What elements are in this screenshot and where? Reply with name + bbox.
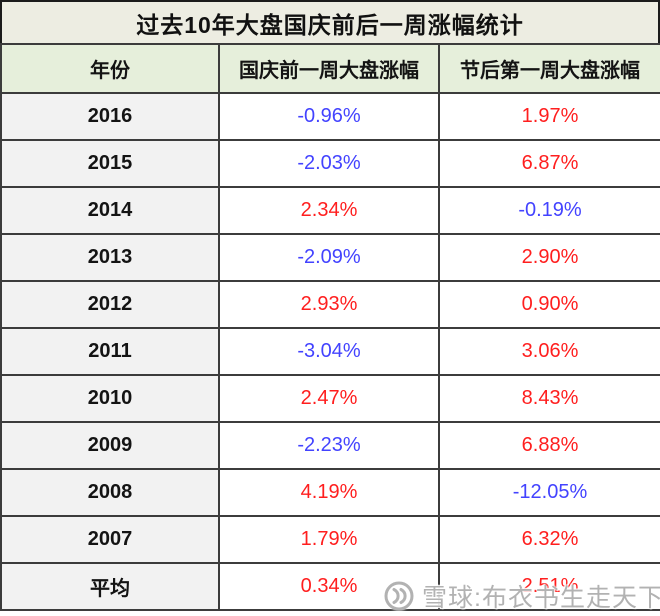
year-cell: 2012 [0,280,220,329]
year-cell: 2011 [0,327,220,376]
pre-holiday-value: 2.93% [218,280,440,329]
year-cell: 2010 [0,374,220,423]
post-holiday-value: -0.19% [438,186,660,235]
table-row: 2012 2.93% 0.90% [0,280,660,329]
table-row: 2009 -2.23% 6.88% [0,421,660,470]
post-holiday-value: 0.90% [438,280,660,329]
table-row-average: 平均 0.34% 2.51% [0,562,660,611]
pre-holiday-value: -2.09% [218,233,440,282]
post-holiday-value: 6.87% [438,139,660,188]
year-cell: 2009 [0,421,220,470]
pre-holiday-value: -0.96% [218,92,440,141]
post-holiday-value: 3.06% [438,327,660,376]
pre-holiday-value: 4.19% [218,468,440,517]
table-row: 2015 -2.03% 6.87% [0,139,660,188]
table-row: 2008 4.19% -12.05% [0,468,660,517]
year-cell: 2013 [0,233,220,282]
year-cell: 2014 [0,186,220,235]
table-row: 2014 2.34% -0.19% [0,186,660,235]
pre-holiday-value: 2.34% [218,186,440,235]
post-holiday-value: 1.97% [438,92,660,141]
year-cell: 2008 [0,468,220,517]
post-holiday-value: 6.88% [438,421,660,470]
post-holiday-value: 2.90% [438,233,660,282]
pre-holiday-value: 1.79% [218,515,440,564]
post-holiday-value: -12.05% [438,468,660,517]
header-row: 年份 国庆前一周大盘涨幅 节后第一周大盘涨幅 [0,43,660,94]
pre-holiday-value: -2.03% [218,139,440,188]
table-row: 2016 -0.96% 1.97% [0,92,660,141]
year-cell: 2007 [0,515,220,564]
post-holiday-value: 6.32% [438,515,660,564]
page-title: 过去10年大盘国庆前后一周涨幅统计 [0,0,660,45]
pre-holiday-value: -2.23% [218,421,440,470]
year-cell: 2016 [0,92,220,141]
col-header-pre-holiday: 国庆前一周大盘涨幅 [218,43,440,94]
table-row: 2011 -3.04% 3.06% [0,327,660,376]
pre-holiday-average-value: 0.34% [218,562,440,611]
pre-holiday-value: -3.04% [218,327,440,376]
holiday-returns-table: 年份 国庆前一周大盘涨幅 节后第一周大盘涨幅 2016 -0.96% 1.97%… [0,43,660,611]
pre-holiday-value: 2.47% [218,374,440,423]
col-header-year: 年份 [0,43,220,94]
table-row: 2010 2.47% 8.43% [0,374,660,423]
year-cell: 2015 [0,139,220,188]
col-header-post-holiday: 节后第一周大盘涨幅 [438,43,660,94]
post-holiday-average-value: 2.51% [438,562,660,611]
average-label-cell: 平均 [0,562,220,611]
post-holiday-value: 8.43% [438,374,660,423]
table-row: 2013 -2.09% 2.90% [0,233,660,282]
table-row: 2007 1.79% 6.32% [0,515,660,564]
